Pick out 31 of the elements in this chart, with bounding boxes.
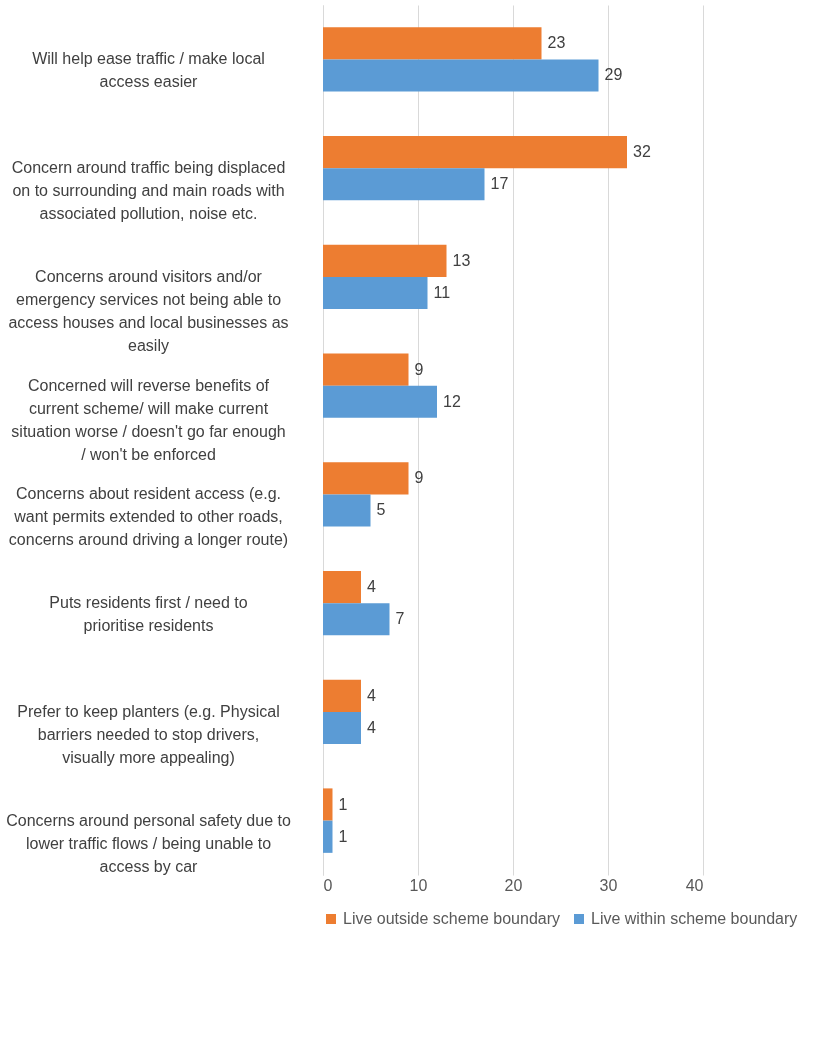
data-label: 29 <box>604 66 623 84</box>
y-tick-label: Concern around traffic being displaced on to surrounding and main roads with associated pollution, noise etc. <box>11 159 286 223</box>
data-label: 1 <box>338 827 348 845</box>
legend-label: Live within scheme boundary <box>591 910 798 927</box>
x-tick-label: 10 <box>409 876 428 894</box>
legend-label: Live outside scheme boundary <box>343 910 561 927</box>
data-label: 23 <box>547 34 566 52</box>
x-tick-label: 40 <box>685 876 704 894</box>
data-label: 32 <box>633 143 651 161</box>
data-label: 12 <box>443 392 461 410</box>
x-tick-label: 0 <box>323 876 333 894</box>
y-tick-label: Will help ease traffic / make local access easier <box>32 50 265 91</box>
data-label: 9 <box>414 360 424 378</box>
data-label: 1 <box>338 795 348 813</box>
x-tick-label: 30 <box>599 876 618 894</box>
data-label: 5 <box>376 501 386 519</box>
data-label: 7 <box>395 610 405 628</box>
x-tick-label: 20 <box>504 876 523 894</box>
data-label: 9 <box>414 469 424 487</box>
y-tick-label: Concerns around personal safety due to lower traffic flows / being unable to access by car <box>6 811 291 875</box>
y-tick-label: Puts residents first / need to prioritise residents <box>49 594 248 635</box>
data-label: 4 <box>367 686 376 704</box>
data-label: 17 <box>490 175 509 193</box>
data-label: 13 <box>452 251 471 269</box>
y-tick-label: Prefer to keep planters (e.g. Physical barriers needed to stop drivers, visually more appealing) <box>17 702 280 766</box>
y-tick-label: Concerns about resident access (e.g. want permits extended to other roads, concerns around driving a longer route) <box>8 485 289 549</box>
data-label: 11 <box>433 283 451 301</box>
y-tick-label: Concerns around visitors and/or emergency services not being able to access houses and local businesses as easily <box>8 267 289 354</box>
y-tick-label: Concerned will reverse benefits of current scheme/ will make current situation worse / doesn't go far enough / won't be enforced <box>11 376 286 463</box>
data-label: 4 <box>367 718 376 736</box>
data-label: 4 <box>367 578 376 596</box>
